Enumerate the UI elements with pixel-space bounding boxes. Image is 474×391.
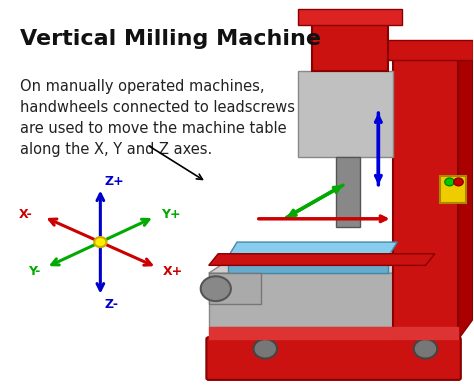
Polygon shape <box>336 157 359 226</box>
Text: X+: X+ <box>163 265 183 278</box>
Polygon shape <box>435 258 458 328</box>
Polygon shape <box>392 59 458 339</box>
Circle shape <box>414 339 438 359</box>
Text: Z-: Z- <box>104 298 118 311</box>
Polygon shape <box>298 71 392 157</box>
Polygon shape <box>209 273 435 328</box>
Text: X-: X- <box>18 208 32 221</box>
Text: Vertical Milling Machine: Vertical Milling Machine <box>20 29 321 48</box>
Circle shape <box>94 237 107 247</box>
Circle shape <box>454 178 463 186</box>
Polygon shape <box>458 44 473 339</box>
Polygon shape <box>228 242 397 258</box>
Polygon shape <box>209 328 458 339</box>
Circle shape <box>254 339 277 359</box>
Circle shape <box>201 276 231 301</box>
Polygon shape <box>228 258 388 273</box>
Circle shape <box>445 178 454 186</box>
Text: On manually operated machines,
handwheels connected to leadscrews
are used to mo: On manually operated machines, handwheel… <box>20 79 295 157</box>
Polygon shape <box>209 258 458 273</box>
Text: Z+: Z+ <box>104 176 124 188</box>
Polygon shape <box>312 17 388 71</box>
Polygon shape <box>298 9 402 25</box>
FancyBboxPatch shape <box>206 337 461 380</box>
Text: Y-: Y- <box>28 265 40 278</box>
Bar <box>439 176 465 203</box>
Polygon shape <box>209 254 435 265</box>
Text: Y+: Y+ <box>161 208 180 221</box>
Polygon shape <box>209 273 261 304</box>
Polygon shape <box>378 40 473 59</box>
